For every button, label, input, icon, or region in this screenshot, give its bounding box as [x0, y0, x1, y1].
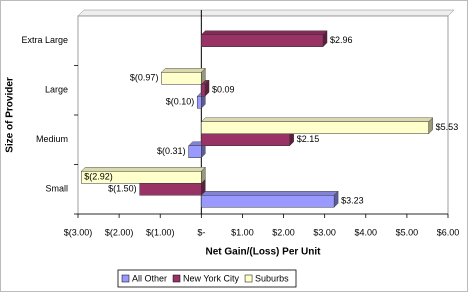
x-tick-label: $3.00: [313, 227, 336, 237]
value-label: $(0.97): [130, 73, 159, 83]
bar: [201, 34, 324, 47]
bar: [201, 195, 335, 208]
x-tick-label: $4.00: [355, 227, 378, 237]
value-label: $(0.31): [157, 146, 186, 156]
bar-top: [200, 30, 328, 35]
x-tick-label: $(1.00): [146, 227, 175, 237]
legend-swatch: [121, 274, 130, 283]
bar: [201, 133, 290, 146]
bar: [201, 84, 206, 97]
plot-top-wall: [77, 9, 455, 17]
y-tick-label: Large: [45, 85, 68, 95]
x-tick-label: $5.00: [396, 227, 419, 237]
y-tick-label: Small: [45, 184, 68, 194]
bar: [201, 121, 429, 134]
legend-swatch: [172, 274, 181, 283]
bar: [188, 145, 202, 158]
value-label: $2.96: [330, 35, 353, 45]
bar: [81, 171, 202, 184]
value-label: $2.15: [297, 134, 320, 144]
legend-label: All Other: [132, 273, 167, 283]
bar-top: [200, 117, 434, 122]
bar: [161, 72, 202, 85]
x-tick-label: $6.00: [437, 227, 460, 237]
value-label: $3.23: [341, 196, 364, 206]
bar: [196, 96, 202, 109]
value-label: $0.09: [212, 85, 235, 95]
value-label: $5.53: [436, 122, 459, 132]
value-label: $(0.10): [166, 97, 195, 107]
x-tick-label: $1.00: [231, 227, 254, 237]
x-tick-label: $(2.00): [105, 227, 134, 237]
bar: [139, 183, 202, 196]
x-tick-label: $2.00: [272, 227, 295, 237]
value-label: $(1.50): [108, 184, 137, 194]
legend-label: New York City: [183, 273, 240, 283]
value-label: $(2.92): [84, 172, 113, 182]
x-tick-label: $(3.00): [64, 227, 93, 237]
legend-label: Suburbs: [255, 273, 289, 283]
bar-top: [200, 191, 339, 196]
legend-swatch: [244, 274, 253, 283]
x-tick-label: $-: [197, 227, 205, 237]
legend: [117, 269, 297, 288]
y-tick-label: Medium: [36, 134, 68, 144]
y-axis-title: Size of Provider: [5, 77, 16, 153]
bar-top: [160, 68, 206, 73]
y-tick-label: Extra Large: [21, 35, 68, 45]
x-axis-title: Net Gain/(Loss) Per Unit: [205, 247, 321, 258]
